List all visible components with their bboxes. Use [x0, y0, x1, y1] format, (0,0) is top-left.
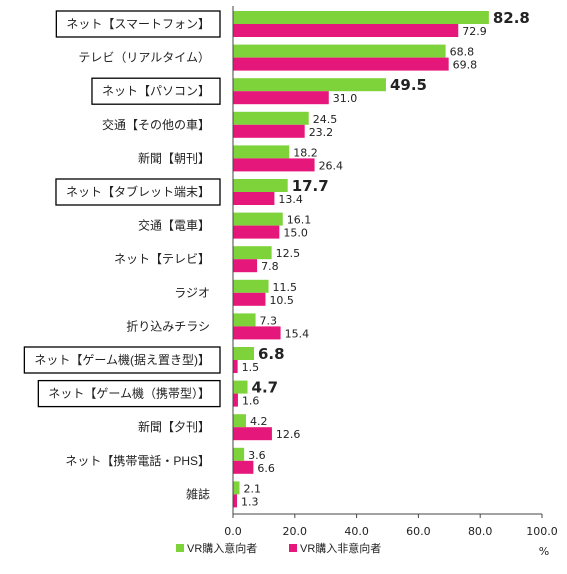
legend-swatch [176, 544, 184, 552]
value-label: 13.4 [278, 193, 303, 206]
value-label: 82.8 [493, 9, 530, 27]
bar-vr-intent [233, 44, 446, 58]
bar-vr-intent [233, 212, 283, 226]
value-label: 17.7 [292, 177, 329, 195]
category-highlight-box [55, 10, 221, 38]
category-label: 折り込みチラシ [126, 318, 210, 333]
x-tick-label: 0.0 [224, 525, 242, 538]
category-label: 新聞【夕刊】 [138, 419, 210, 434]
bar-vr-non-intent [233, 259, 258, 273]
legend: VR購入意向者 VR購入非意向者 [176, 541, 381, 555]
value-label: 49.5 [390, 76, 427, 94]
x-tick-label: 100.0 [526, 525, 558, 538]
bar-vr-intent [233, 380, 248, 394]
value-label: 72.9 [462, 25, 487, 38]
bar-vr-non-intent [233, 91, 329, 105]
x-tick-label: 80.0 [468, 525, 493, 538]
bar-vr-non-intent [233, 124, 305, 138]
bar-vr-non-intent [233, 360, 238, 373]
category-highlight-boxes [23, 10, 221, 408]
value-label: 10.5 [269, 294, 294, 307]
value-label: 6.8 [258, 345, 285, 363]
value-label: 4.7 [252, 379, 279, 397]
x-axis: 0.0 20.0 40.0 60.0 80.0 100.0% [224, 6, 558, 558]
bar-vr-non-intent [233, 326, 281, 340]
category-highlight-box [55, 178, 221, 206]
value-label: 31.0 [333, 92, 358, 105]
bar-vr-non-intent [233, 24, 459, 37]
bar-vr-non-intent [233, 427, 272, 441]
legend-label: VR購入意向者 [187, 541, 257, 555]
value-labels: 82.8 72.9 68.869.8 49.5 31.0 24.523.2 18.226.4… [241, 9, 530, 508]
bar-vr-intent [233, 414, 246, 428]
category-labels: ネット【スマートフォン】テレビ（リアルタイム） ネット【パソコン】交通【その他の車… [34, 17, 210, 501]
value-label: 1.3 [241, 495, 259, 508]
value-label: 3.6 [248, 449, 266, 462]
category-highlight-box [23, 346, 221, 374]
category-highlight-box [91, 77, 221, 105]
value-label: 4.2 [250, 415, 268, 428]
category-label: 交通【その他の車】 [102, 117, 210, 132]
bar-vr-intent [233, 347, 255, 360]
bar-vr-intent [233, 11, 489, 24]
bar-vr-non-intent [233, 292, 266, 306]
category-label: ネット【ゲーム機(据え置き型)】 [34, 352, 210, 367]
bar-vr-intent [233, 246, 272, 260]
bar-vr-non-intent [233, 57, 449, 71]
category-label: ネット【携帯電話・PHS】 [65, 453, 210, 468]
bar-vr-intent [233, 279, 269, 293]
bar-vr-intent [233, 145, 290, 159]
category-highlight-box [37, 379, 221, 408]
bar-vr-intent [233, 111, 309, 125]
legend-swatch [289, 544, 297, 552]
category-label: テレビ（リアルタイム） [78, 51, 210, 65]
value-label: 69.8 [453, 59, 478, 72]
value-label: 2.1 [243, 482, 261, 495]
value-label: 26.4 [319, 159, 344, 172]
value-label: 1.6 [242, 395, 260, 408]
bar-vr-non-intent [233, 494, 238, 508]
value-label: 24.5 [313, 113, 338, 126]
category-label: ネット【タブレット端末】 [66, 184, 210, 199]
category-label: 雑誌 [186, 486, 210, 501]
value-label: 18.2 [293, 146, 318, 159]
value-label: 16.1 [287, 214, 312, 227]
value-label: 15.4 [285, 327, 310, 340]
bar-vr-non-intent [233, 158, 315, 172]
value-label: 6.6 [257, 462, 275, 475]
bar-vr-intent [233, 179, 288, 192]
bar-vr-non-intent [233, 460, 254, 474]
value-label: 7.8 [261, 260, 279, 273]
category-label: ラジオ [174, 286, 210, 300]
category-label: ネット【スマートフォン】 [66, 17, 210, 31]
category-label: ネット【パソコン】 [102, 84, 210, 98]
value-label: 68.8 [450, 46, 475, 59]
category-label: ネット【テレビ】 [114, 252, 210, 266]
bar-vr-intent [233, 313, 256, 327]
value-label: 12.6 [276, 428, 301, 441]
x-axis-unit: % [539, 545, 549, 558]
value-label: 11.5 [273, 281, 298, 294]
category-label: 交通【電車】 [138, 218, 210, 233]
bar-vr-intent [233, 447, 245, 461]
x-tick-label: 40.0 [344, 525, 369, 538]
value-label: 1.5 [242, 361, 260, 374]
value-label: 12.5 [276, 247, 301, 260]
category-label: 新聞【朝刊】 [138, 150, 210, 165]
category-label: ネット【ゲーム機（携帯型）】 [48, 386, 210, 401]
value-label: 23.2 [309, 126, 334, 139]
legend-label: VR購入非意向者 [300, 541, 381, 555]
bar-vr-intent [233, 481, 240, 495]
bars [233, 11, 489, 508]
x-tick-label: 60.0 [406, 525, 431, 538]
bar-vr-intent [233, 78, 386, 92]
value-label: 15.0 [283, 227, 308, 240]
bar-vr-non-intent [233, 192, 275, 205]
x-tick-label: 20.0 [283, 525, 308, 538]
bar-vr-non-intent [233, 393, 238, 407]
bar-vr-non-intent [233, 225, 280, 239]
value-label: 7.3 [260, 314, 278, 327]
